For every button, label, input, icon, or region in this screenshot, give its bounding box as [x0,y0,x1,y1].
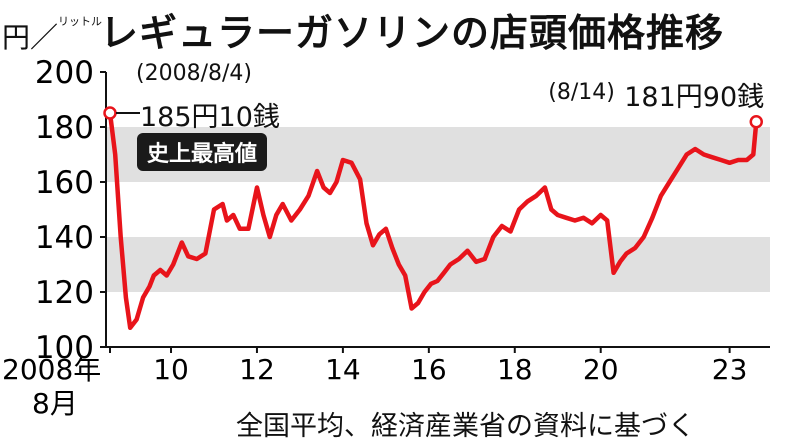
series-line-0 [107,110,759,331]
unit-per-liter: リットル [58,15,103,28]
x-tick-label: 10 [153,353,189,386]
unit-yen: 円／ [2,21,59,54]
x-tick-label: 12 [239,353,275,386]
unit-label: 円／リットル [2,16,102,56]
annotation-latest-date: (8/14) [548,79,615,105]
x-tick-label: 16 [411,353,447,386]
y-tick-label: 200 [35,55,94,91]
annotation-latest-value: 181円90銭 [624,81,765,113]
y-tick-label: 120 [35,275,94,311]
y-tick-label: 100 [35,330,94,366]
x-tick-label: 20 [583,353,619,386]
annotation-peak-value: 185円10銭 [140,101,280,133]
annotation-marker-0 [103,106,117,120]
annotation-peak-date: (2008/8/4) [136,60,252,86]
chart-title: レギュラーガソリンの店頭価格推移 [100,11,725,55]
x-tick-label: 23 [712,353,748,386]
annotation-marker-1 [749,115,764,129]
y-tick-label: 180 [35,110,94,146]
x-tick-label: 14 [325,353,361,386]
x-tick-sublabel: 8月 [32,387,78,420]
y-tick-label: 160 [35,165,94,201]
source-note: 全国平均、経済産業省の資料に基づく [236,411,695,442]
y-tick-label: 140 [35,220,94,256]
record-high-badge: 史上最高値 [137,133,268,171]
x-tick-label: 18 [497,353,533,386]
x-tick-label: 2008年 [2,353,101,386]
